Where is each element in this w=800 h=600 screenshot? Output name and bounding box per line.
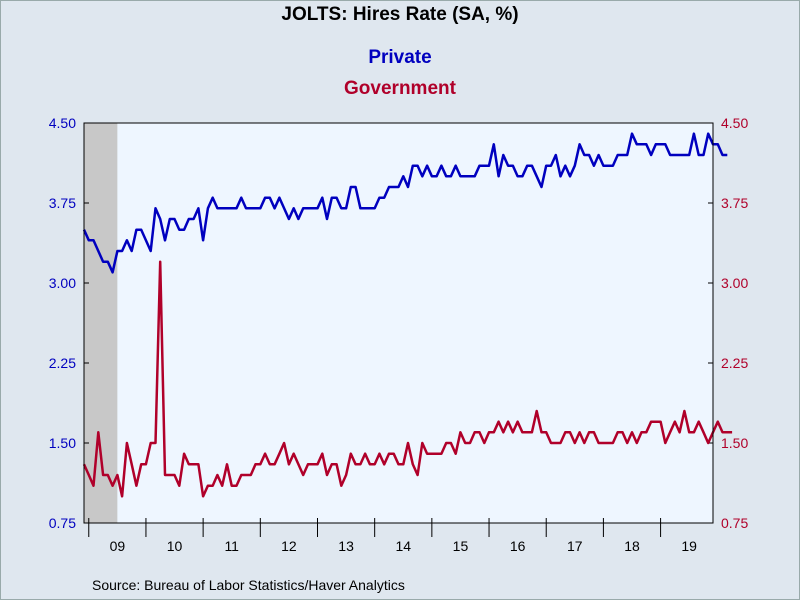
x-tick-label: 12 — [281, 538, 297, 554]
x-tick-label: 13 — [338, 538, 354, 554]
y-right-tick-label: 4.50 — [721, 115, 748, 131]
x-tick-label: 17 — [567, 538, 583, 554]
y-right-tick-label: 0.75 — [721, 515, 748, 531]
y-left-tick-label: 0.75 — [49, 515, 76, 531]
chart-title: JOLTS: Hires Rate (SA, %) — [281, 4, 518, 25]
series-line-private — [82, 132, 728, 274]
y-left-tick-label: 1.50 — [49, 435, 76, 451]
x-tick-label: 15 — [453, 538, 469, 554]
legend-private: Private — [368, 47, 431, 68]
y-left-tick-label: 2.25 — [49, 355, 76, 371]
x-tick-label: 11 — [224, 538, 239, 554]
x-tick-label: 09 — [110, 538, 126, 554]
plot-border — [83, 122, 714, 524]
y-right-tick-label: 3.00 — [721, 275, 748, 291]
series-line-government — [82, 260, 733, 498]
x-tick-label: 19 — [681, 538, 697, 554]
x-tick-label: 18 — [624, 538, 640, 554]
y-right-tick-label: 1.50 — [721, 435, 748, 451]
x-tick-label: 14 — [395, 538, 411, 554]
y-left-tick-label: 4.50 — [49, 115, 76, 131]
y-left-tick-label: 3.75 — [49, 195, 76, 211]
x-tick-label: 10 — [167, 538, 183, 554]
y-left-tick-label: 3.00 — [49, 275, 76, 291]
y-right-tick-label: 2.25 — [721, 355, 748, 371]
x-tick-label: 16 — [510, 538, 526, 554]
source-note: Source: Bureau of Labor Statistics/Haver… — [92, 577, 405, 593]
y-right-tick-label: 3.75 — [721, 195, 748, 211]
legend-government: Government — [344, 78, 457, 99]
